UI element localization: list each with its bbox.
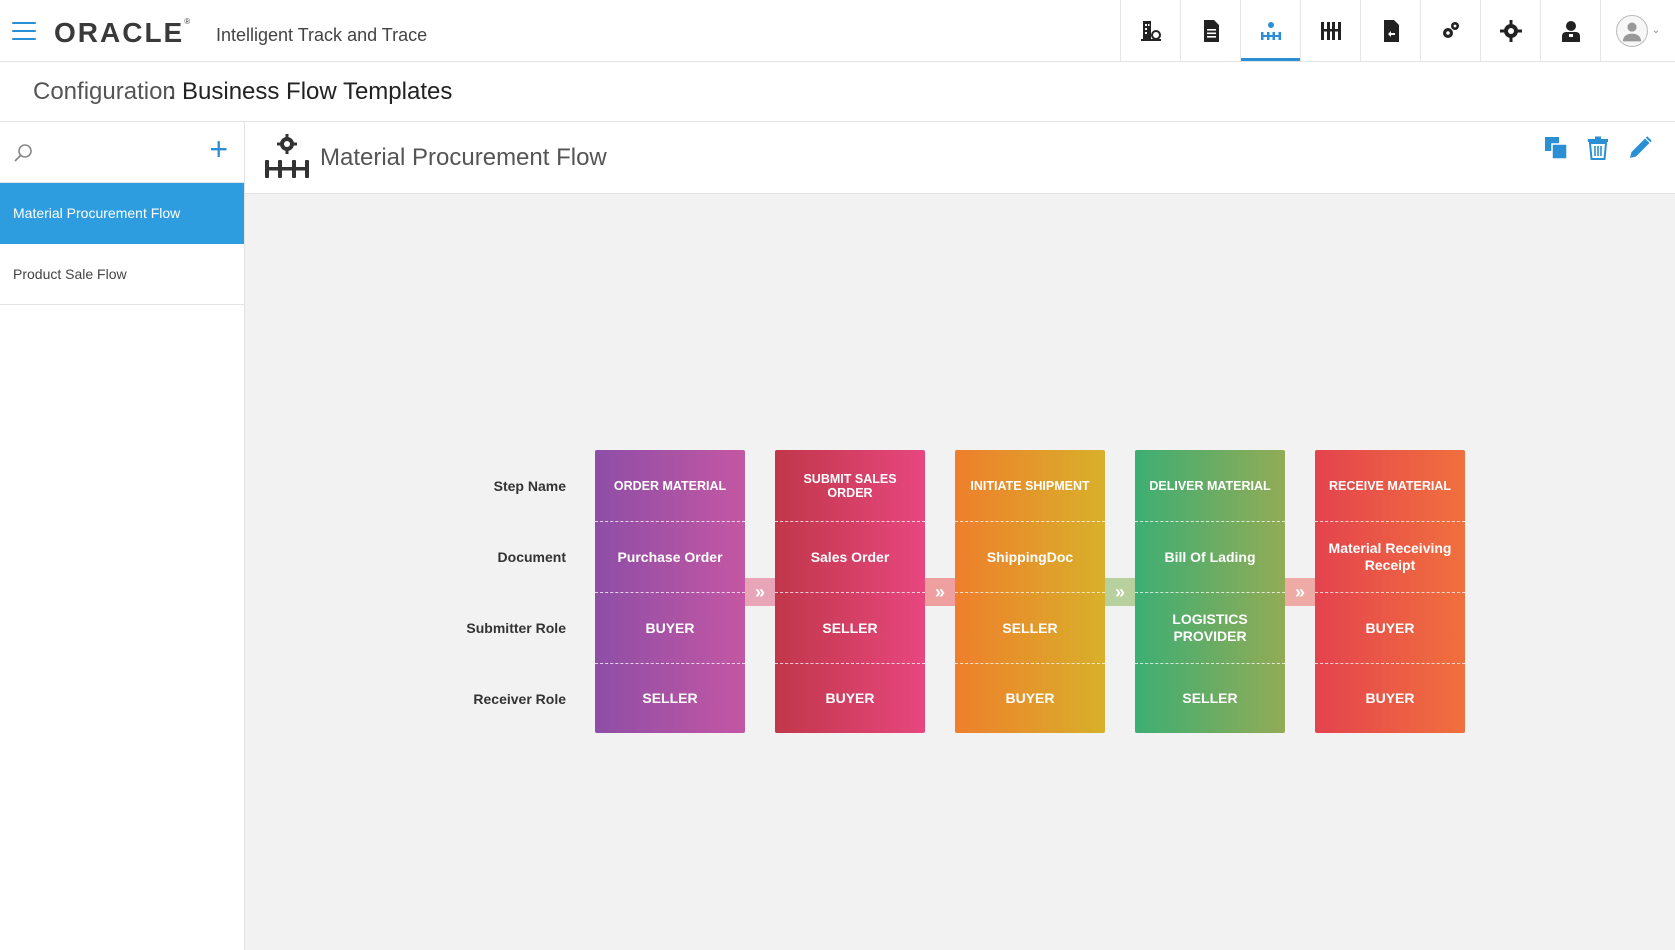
hamburger-menu-icon[interactable]: [12, 22, 36, 40]
breadcrumb-separator: :: [168, 78, 175, 105]
edit-icon[interactable]: [1627, 135, 1653, 161]
document-icon[interactable]: [1180, 0, 1240, 61]
avatar-icon[interactable]: [1615, 14, 1648, 47]
step-submitter-role: BUYER: [595, 592, 745, 663]
search-icon[interactable]: [12, 142, 34, 164]
step-name: RECEIVE MATERIAL: [1329, 478, 1451, 493]
add-template-button[interactable]: +: [209, 131, 228, 167]
flow-step[interactable]: ORDER MATERIAL Purchase Order BUYER SELL…: [595, 450, 745, 733]
step-submitter-role: SELLER: [955, 592, 1105, 663]
step-receiver-role: SELLER: [1135, 663, 1285, 733]
step-document: Sales Order: [775, 521, 925, 592]
row-label-submitter-role: Submitter Role: [466, 620, 566, 636]
step-receiver-role: BUYER: [775, 663, 925, 733]
row-label-document: Document: [497, 549, 566, 565]
user-menu[interactable]: ⌄: [1600, 0, 1675, 61]
top-nav: ⌄: [1120, 0, 1675, 61]
sidebar-item-material-procurement-flow[interactable]: Material Procurement Flow: [0, 183, 244, 244]
row-label-receiver-role: Receiver Role: [473, 691, 566, 707]
gear-icon[interactable]: [1480, 0, 1540, 61]
step-submitter-role: LOGISTICS PROVIDER: [1135, 592, 1285, 663]
step-submitter-role: BUYER: [1315, 592, 1465, 663]
step-receiver-role: BUYER: [955, 663, 1105, 733]
chevron-down-icon[interactable]: ⌄: [1651, 25, 1661, 36]
flow-step[interactable]: SUBMIT SALES ORDER Sales Order SELLER BU…: [775, 450, 925, 733]
step-submitter-role: SELLER: [775, 592, 925, 663]
user-badge-icon[interactable]: [1540, 0, 1600, 61]
step-name: DELIVER MATERIAL: [1149, 478, 1271, 493]
flow-diagram: Step Name Document Submitter Role Receiv…: [245, 194, 1675, 950]
settings-group-icon[interactable]: [1420, 0, 1480, 61]
step-connector-arrow-icon: »: [1105, 578, 1135, 606]
page-title-bar: Configuration : Business Flow Templates: [0, 62, 1675, 122]
flow-template-icon[interactable]: [1300, 0, 1360, 61]
top-header: ORACLE® Intelligent Track and Trace: [0, 0, 1675, 62]
flow-title: Material Procurement Flow: [320, 144, 607, 171]
row-label-step-name: Step Name: [493, 478, 566, 494]
step-name: ORDER MATERIAL: [613, 478, 727, 493]
step-receiver-role: SELLER: [595, 663, 745, 733]
step-document: ShippingDoc: [955, 521, 1105, 592]
page-title: Business Flow Templates: [182, 78, 453, 105]
sidebar-item-product-sale-flow[interactable]: Product Sale Flow: [0, 244, 244, 305]
flow-step[interactable]: DELIVER MATERIAL Bill Of Lading LOGISTIC…: [1135, 450, 1285, 733]
sidebar-toolbar: +: [0, 122, 244, 183]
business-flow-icon[interactable]: [1240, 0, 1300, 61]
step-connector-arrow-icon: »: [1285, 578, 1315, 606]
copy-icon[interactable]: [1543, 135, 1569, 161]
flow-step[interactable]: INITIATE SHIPMENT ShippingDoc SELLER BUY…: [955, 450, 1105, 733]
building-icon[interactable]: [1120, 0, 1180, 61]
step-connector-arrow-icon: »: [925, 578, 955, 606]
flow-step[interactable]: RECEIVE MATERIAL Material Receiving Rece…: [1315, 450, 1465, 733]
step-document: Purchase Order: [595, 521, 745, 592]
step-name: INITIATE SHIPMENT: [970, 478, 1090, 493]
step-document: Bill Of Lading: [1135, 521, 1285, 592]
flow-header: Material Procurement Flow: [245, 122, 1675, 194]
delete-icon[interactable]: [1585, 135, 1611, 161]
flow-template-icon: [265, 134, 309, 178]
step-document: Material Receiving Receipt: [1315, 521, 1465, 592]
step-connector-arrow-icon: »: [745, 578, 775, 606]
breadcrumb-configuration[interactable]: Configuration: [33, 78, 176, 105]
document-export-icon[interactable]: [1360, 0, 1420, 61]
template-sidebar: + Material Procurement Flow Product Sale…: [0, 122, 245, 950]
flow-actions: [1543, 135, 1653, 161]
step-name: SUBMIT SALES ORDER: [803, 471, 897, 500]
flow-detail-panel: Material Procurement Flow Step Name Docu…: [245, 122, 1675, 950]
step-receiver-role: BUYER: [1315, 663, 1465, 733]
product-name: Intelligent Track and Trace: [216, 25, 428, 45]
oracle-logo[interactable]: ORACLE®: [54, 17, 191, 48]
